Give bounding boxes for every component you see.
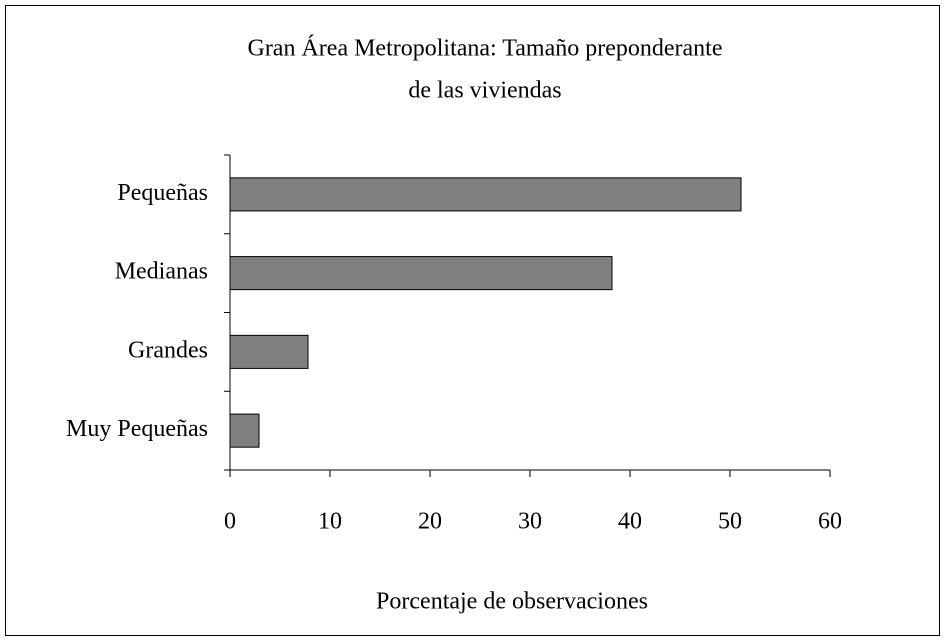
x-tick-label: 50 bbox=[718, 509, 742, 535]
bar bbox=[229, 256, 613, 291]
y-tick-label: Grandes bbox=[128, 337, 208, 363]
chart-title: de las viviendas bbox=[408, 78, 561, 104]
x-tick-label: 10 bbox=[318, 509, 342, 535]
x-tick-label: 30 bbox=[518, 509, 542, 535]
x-axis-label: Porcentaje de observaciones bbox=[376, 589, 648, 615]
y-tick-label: Pequeñas bbox=[117, 180, 208, 206]
x-tick-label: 40 bbox=[618, 509, 642, 535]
bar bbox=[229, 413, 260, 448]
x-tick-label: 0 bbox=[224, 509, 236, 535]
x-tick-label: 20 bbox=[418, 509, 442, 535]
y-tick-label: Medianas bbox=[115, 259, 208, 285]
bar bbox=[229, 334, 309, 369]
bar bbox=[229, 177, 742, 212]
chart-title: Gran Área Metropolitana: Tamaño preponde… bbox=[247, 36, 722, 62]
y-tick-label: Muy Pequeñas bbox=[66, 416, 208, 442]
x-tick-label: 60 bbox=[818, 509, 842, 535]
chart-frame bbox=[5, 5, 940, 636]
